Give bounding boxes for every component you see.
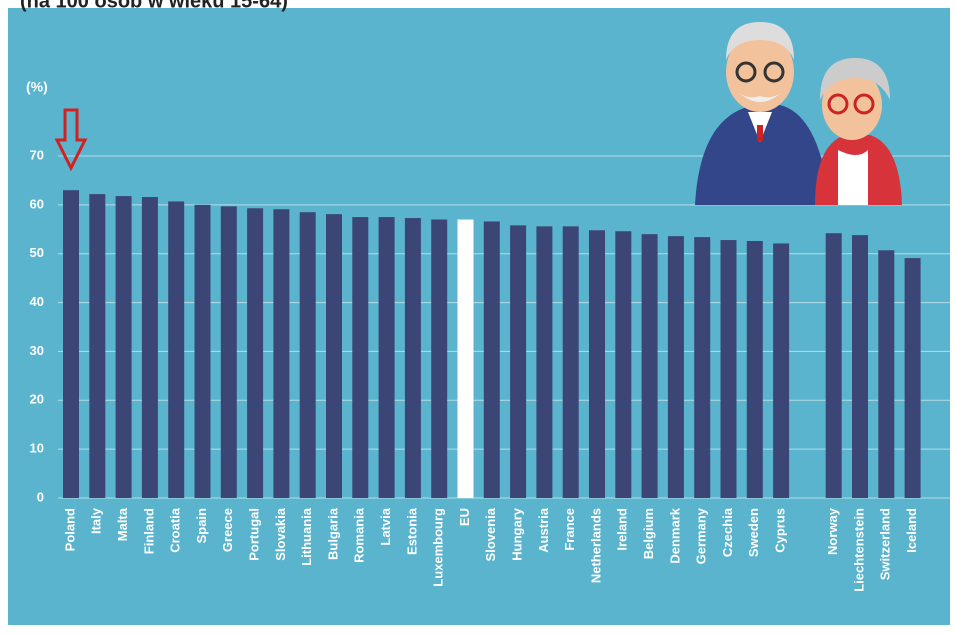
- bar: [378, 217, 395, 499]
- bar: [562, 226, 579, 498]
- chart-subtitle: (na 100 osób w wieku 15-64): [20, 0, 288, 12]
- y-tick-label: 30: [30, 343, 44, 358]
- plot-background: [8, 8, 950, 625]
- x-tick-label: Austria: [536, 507, 551, 553]
- bar: [247, 208, 264, 498]
- bar: [168, 201, 185, 499]
- x-tick-label: Ireland: [615, 508, 630, 551]
- y-tick-label: 40: [30, 294, 44, 309]
- x-tick-label: Italy: [89, 507, 104, 534]
- bar: [589, 230, 605, 498]
- bar: [220, 206, 237, 498]
- y-tick-label: 10: [30, 441, 44, 456]
- bar: [904, 258, 921, 498]
- x-tick-label: Estonia: [404, 507, 419, 555]
- bar: [457, 219, 474, 498]
- bar: [404, 218, 421, 498]
- x-tick-label: France: [562, 508, 577, 551]
- illustration: [695, 22, 902, 205]
- x-tick-label: Lithuania: [299, 507, 314, 566]
- bar: [720, 240, 737, 498]
- x-tick-label: Denmark: [667, 507, 682, 563]
- x-tick-label: Slovenia: [483, 507, 498, 561]
- x-tick-label: Belgium: [641, 508, 656, 559]
- y-tick-label: 50: [30, 245, 44, 260]
- bar: [273, 209, 290, 499]
- highlight-arrow: [54, 108, 88, 172]
- x-tick-label: Spain: [194, 508, 209, 543]
- y-tick-label: 0: [37, 489, 44, 504]
- bar: [510, 225, 527, 498]
- x-tick-label: Portugal: [247, 508, 262, 561]
- bar: [746, 241, 763, 499]
- x-tick-label: Switzerland: [878, 508, 893, 580]
- x-tick-label: Liechtenstein: [851, 508, 866, 592]
- x-tick-label: Czechia: [720, 507, 735, 557]
- y-axis-label: (%): [26, 79, 48, 95]
- x-tick-label: Luxembourg: [431, 508, 446, 587]
- x-tick-label: Sweden: [746, 508, 761, 557]
- x-tick-label: Germany: [694, 507, 709, 564]
- bar: [773, 243, 790, 498]
- y-tick-label: 70: [30, 147, 44, 162]
- bar: [115, 196, 132, 498]
- bar: [431, 219, 448, 498]
- x-tick-label: EU: [457, 508, 472, 526]
- bar: [694, 237, 711, 499]
- bar: [299, 212, 316, 498]
- x-tick-label: Iceland: [904, 508, 919, 553]
- x-tick-label: Latvia: [378, 507, 393, 545]
- x-tick-label: Romania: [352, 507, 367, 563]
- x-tick-label: Croatia: [168, 507, 183, 553]
- bar: [667, 236, 684, 498]
- bar: [615, 231, 632, 499]
- bar: [326, 214, 342, 498]
- x-tick-label: Cyprus: [773, 508, 788, 553]
- x-tick-label: Poland: [62, 508, 77, 551]
- bar: [141, 197, 158, 499]
- x-tick-label: Netherlands: [588, 508, 603, 583]
- bar: [352, 217, 369, 499]
- bar: [536, 226, 553, 498]
- bar: [194, 204, 211, 498]
- y-tick-label: 60: [30, 196, 44, 211]
- x-tick-label: Bulgaria: [325, 507, 340, 560]
- x-tick-label: Malta: [115, 507, 130, 541]
- bar: [89, 194, 106, 498]
- bar: [483, 221, 500, 498]
- y-tick-label: 20: [30, 392, 44, 407]
- bar: [825, 233, 842, 499]
- bar: [63, 190, 79, 498]
- bar: [641, 234, 658, 498]
- x-tick-label: Finland: [141, 508, 156, 554]
- bar: [852, 235, 868, 499]
- x-tick-label: Norway: [825, 507, 840, 555]
- x-tick-label: Greece: [220, 508, 235, 552]
- x-tick-label: Hungary: [510, 507, 525, 561]
- x-tick-label: Slovakia: [273, 507, 288, 561]
- bar: [878, 250, 895, 498]
